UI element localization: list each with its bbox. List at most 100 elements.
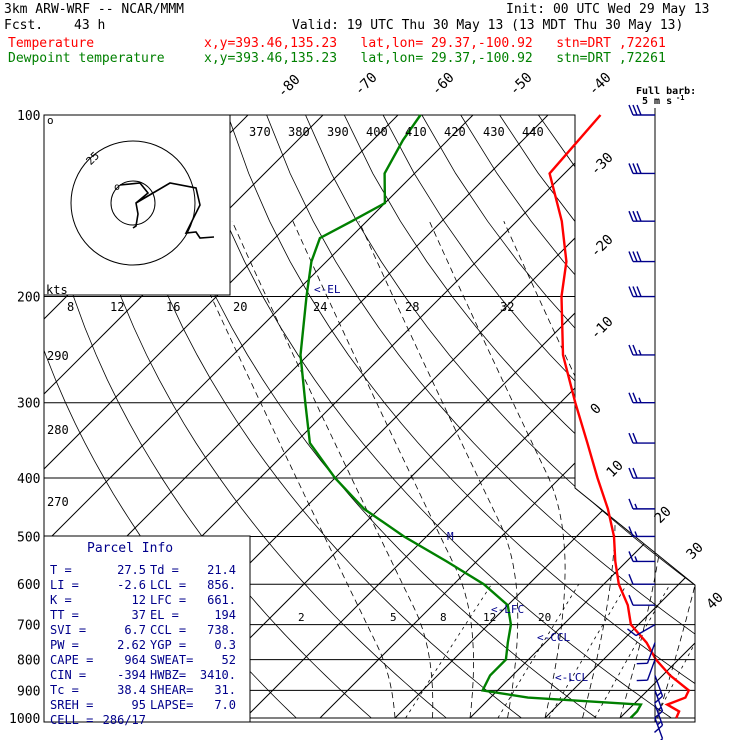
parcel-row-value: 27.5: [117, 563, 146, 577]
mixing-ratio-label: 20: [538, 611, 551, 624]
lfc-marker: <-LFC: [491, 603, 524, 616]
pressure-tick-100: 100: [17, 109, 40, 124]
mixing-ratio-label: 5: [390, 611, 397, 624]
isotherm: [244, 115, 695, 719]
dry-adiabat: [421, 115, 695, 719]
mixing-ratio-label: 2: [298, 611, 305, 624]
wind-barb: [628, 251, 655, 263]
theta-e-label: 410: [405, 125, 427, 139]
wind-barb: [628, 286, 655, 298]
parcel-row-value: 3410.: [200, 668, 236, 682]
mixing-ratio-line: [497, 583, 580, 719]
parcel-row-label: LFC =: [150, 593, 186, 607]
pressure-tick-400: 400: [17, 472, 40, 487]
pressure-tick-300: 300: [17, 397, 40, 412]
isotherm-label: 30: [684, 540, 707, 563]
moist-adiabat: [231, 221, 434, 719]
dry-adiabat: [149, 115, 597, 719]
wind-barb: [628, 467, 655, 479]
moist-adiabat: [292, 221, 474, 719]
parcel-row-value: 194: [214, 608, 236, 622]
temperature-location: x,y=393.46,135.23 lat,lon= 29.37,-100.92…: [204, 36, 666, 51]
dry-adiabat: [693, 115, 695, 719]
mixing-ratio-label: 8: [67, 300, 74, 314]
dewpoint-profile: [299, 114, 643, 719]
moist-adiabat: [733, 221, 740, 718]
dry-adiabat: [266, 115, 695, 719]
wind-barb: [628, 210, 655, 222]
moist-adiabat: [358, 221, 519, 719]
parcel-row-value: 21.4: [207, 563, 236, 577]
parcel-row-label: K =: [50, 593, 72, 607]
theta-label: 290: [47, 349, 69, 363]
parcel-row-label: HWBZ=: [150, 668, 186, 682]
parcel-row-label: CCL =: [150, 623, 186, 637]
parcel-row-label: LI =: [50, 578, 79, 592]
parcel-row-value: 2.62: [117, 638, 146, 652]
wind-barb: [628, 392, 655, 404]
ccl-marker: <-CCL: [537, 631, 570, 644]
isotherm: [394, 115, 695, 719]
parcel-row-value: 6.7: [124, 623, 146, 637]
parcel-row-label: T =: [50, 563, 72, 577]
isotherm-label: -40: [586, 70, 615, 99]
parcel-row-label: TT =: [50, 608, 79, 622]
wind-barb: [628, 551, 655, 563]
moist-adiabat: [694, 221, 695, 719]
mixing-ratio-label: 16: [166, 300, 180, 314]
isotherm: [544, 115, 695, 719]
moist-adiabat: [176, 221, 396, 719]
valid-time: Valid: 19 UTC Thu 30 May 13 (13 MDT Thu …: [292, 18, 684, 33]
wind-barbs: [627, 104, 664, 740]
mixing-marker: M: [447, 530, 454, 543]
isotherm-label: -30: [588, 150, 617, 179]
dry-adiabat: [460, 115, 695, 719]
parcel-row-value: 7.0: [214, 698, 236, 712]
dry-adiabat: [733, 115, 740, 718]
isotherm-label: -50: [507, 70, 536, 99]
isotherm-label: -10: [588, 314, 617, 343]
parcel-row-label: SREH =: [50, 698, 93, 712]
theta-label: 270: [47, 495, 69, 509]
wind-barb: [628, 104, 655, 116]
isotherm-label: -60: [429, 70, 458, 99]
pressure-tick-500: 500: [17, 530, 40, 545]
wind-barb: [636, 642, 656, 665]
temperature-profile: [548, 114, 691, 719]
svg-text:Full barb:: Full barb:: [636, 86, 696, 97]
parcel-row-value: 52: [222, 653, 236, 667]
dewpoint-legend: Dewpoint temperature: [8, 51, 165, 66]
parcel-row-label: SWEAT=: [150, 653, 193, 667]
isotherm-label: 0: [588, 401, 605, 418]
isotherm-label: 10: [604, 458, 627, 481]
moist-adiabat: [429, 221, 566, 719]
parcel-row-label: LAPSE=: [150, 698, 193, 712]
theta-e-label: 420: [444, 125, 466, 139]
parcel-row-label: LCL =: [150, 578, 186, 592]
isotherm-label: 40: [704, 590, 727, 613]
hodograph-trace: [119, 182, 215, 239]
init-time: Init: 00 UTC Wed 29 May 13: [506, 2, 710, 17]
dry-adiabat: [343, 115, 695, 719]
parcel-row-value: 0.3: [214, 638, 236, 652]
isotherm-label: -20: [588, 232, 617, 261]
parcel-row-value: 95: [132, 698, 146, 712]
parcel-row-value: 856.: [207, 578, 236, 592]
pressure-tick-600: 600: [17, 578, 40, 593]
parcel-row-value: -2.6: [117, 578, 146, 592]
theta-e-label: 370: [249, 125, 271, 139]
isotherm-label: -70: [352, 70, 381, 99]
mixing-ratio-label: 24: [313, 300, 327, 314]
dry-adiabat: [188, 115, 672, 719]
wind-barb: [628, 432, 655, 444]
svg-text:5 m s: 5 m s: [642, 96, 672, 107]
theta-e-label: 440: [522, 125, 544, 139]
barb-title: Full barb: 5 m s -1: [636, 86, 696, 107]
dewpoint-location: x,y=393.46,135.23 lat,lon= 29.37,-100.92…: [204, 51, 666, 66]
wind-barb: [628, 526, 655, 538]
parcel-info-box: Parcel Info T = 27.5 Td = 21.4 LI = -2.6 LCL =…: [43, 535, 251, 727]
theta-e-label: 390: [327, 125, 349, 139]
pressure-tick-800: 800: [17, 654, 40, 669]
hodograph-inner-ring: [110, 180, 156, 226]
